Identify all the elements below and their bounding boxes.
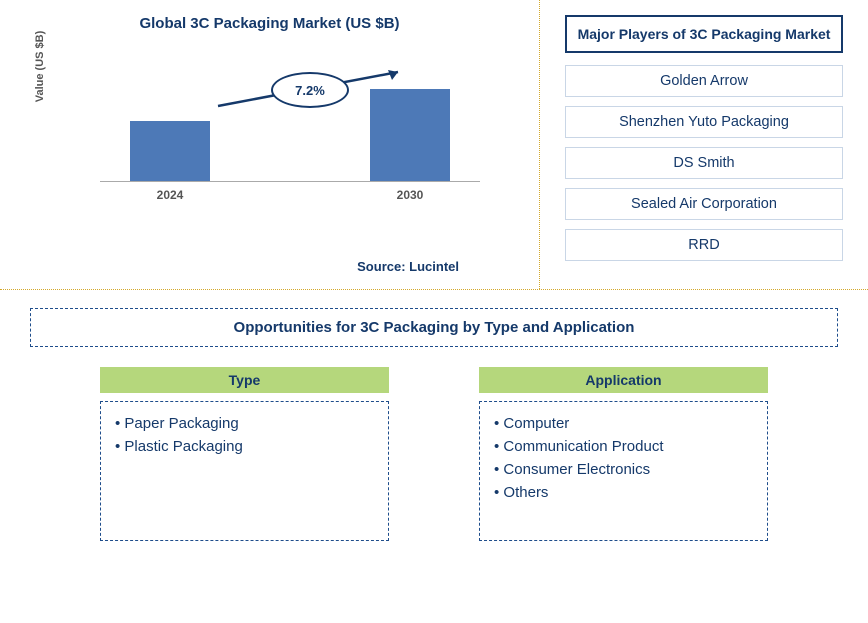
opportunity-item: Plastic Packaging	[115, 435, 374, 458]
opportunities-columns: Type Paper PackagingPlastic Packaging Appl…	[30, 367, 838, 541]
opportunity-column: Type Paper PackagingPlastic Packaging	[100, 367, 389, 541]
opportunity-item: Paper Packaging	[115, 412, 374, 435]
opportunity-column-header: Type	[100, 367, 389, 393]
opportunity-item: Computer	[494, 412, 753, 435]
player-item: DS Smith	[565, 147, 843, 179]
player-item: Golden Arrow	[565, 65, 843, 97]
chart-title: Global 3C Packaging Market (US $B)	[20, 15, 519, 32]
opportunity-item: Consumer Electronics	[494, 458, 753, 481]
bar-chart: Value (US $B) 20242030 7.2%	[80, 62, 500, 202]
top-section: Global 3C Packaging Market (US $B) Value…	[0, 0, 868, 290]
player-item: RRD	[565, 229, 843, 261]
x-tick-label: 2024	[130, 188, 210, 202]
opportunity-item: Others	[494, 481, 753, 504]
opportunity-column-header: Application	[479, 367, 768, 393]
bars-container	[100, 72, 480, 182]
player-item: Sealed Air Corporation	[565, 188, 843, 220]
players-title: Major Players of 3C Packaging Market	[565, 15, 843, 53]
opportunities-title: Opportunities for 3C Packaging by Type a…	[30, 308, 838, 347]
chart-bar	[370, 89, 450, 181]
players-panel: Major Players of 3C Packaging Market Gol…	[540, 0, 868, 289]
opportunity-list: ComputerCommunication ProductConsumer El…	[479, 401, 768, 541]
opportunities-section: Opportunities for 3C Packaging by Type a…	[0, 290, 868, 561]
players-list: Golden Arrow Shenzhen Yuto Packaging DS Sm…	[565, 65, 843, 261]
x-tick-label: 2030	[370, 188, 450, 202]
opportunity-column: Application ComputerCommunication Product…	[479, 367, 768, 541]
chart-panel: Global 3C Packaging Market (US $B) Value…	[0, 0, 540, 289]
source-label: Source: Lucintel	[357, 259, 459, 274]
y-axis-label: Value (US $B)	[34, 31, 46, 103]
x-labels: 2024 2030	[100, 188, 480, 202]
chart-bar	[130, 121, 210, 181]
opportunity-item: Communication Product	[494, 435, 753, 458]
player-item: Shenzhen Yuto Packaging	[565, 106, 843, 138]
opportunity-list: Paper PackagingPlastic Packaging	[100, 401, 389, 541]
